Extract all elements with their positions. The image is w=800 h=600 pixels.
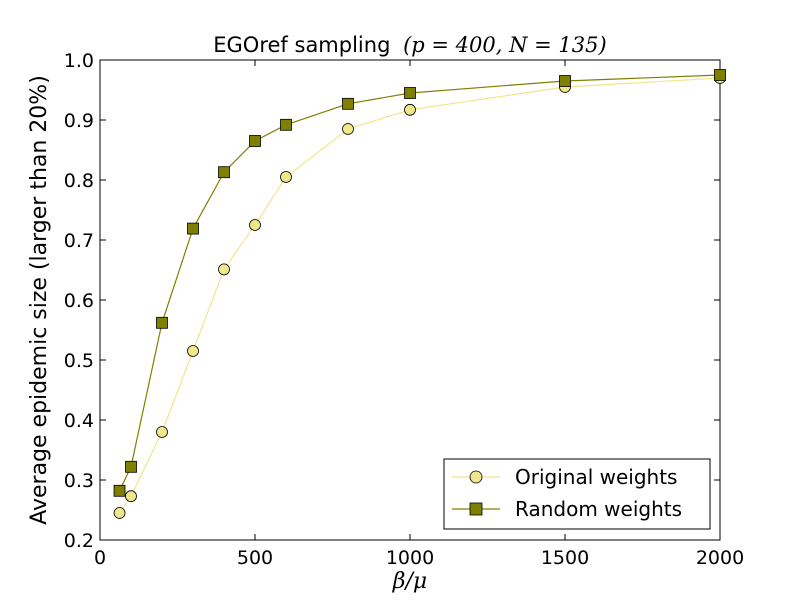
y-tick-label: 0.6: [64, 290, 94, 312]
random-weights-point: [187, 222, 199, 235]
y-tick-label: 0.7: [64, 230, 94, 252]
y-tick-label: 0.9: [64, 110, 94, 132]
original-weights-point: [404, 103, 416, 116]
y-axis-label: Average epidemic size (larger than 20%): [27, 75, 52, 525]
original-weights-point: [125, 490, 137, 503]
x-tick-label: 1000: [386, 547, 434, 569]
original-weights-point: [113, 507, 126, 519]
random-weights-point: [113, 484, 126, 497]
x-tick-label: 1500: [541, 547, 589, 569]
random-weights-point: [342, 97, 354, 110]
y-tick-label: 0.2: [64, 530, 94, 552]
y-tick-label: 0.8: [64, 170, 94, 192]
original-weights-point: [187, 345, 199, 357]
y-tick-label: 1.0: [64, 50, 94, 72]
chart-title-text: EGOref sampling: [213, 33, 390, 57]
legend: Original weights Random weights: [443, 458, 711, 530]
random-weights-point: [125, 460, 137, 473]
original-weights-point: [342, 123, 354, 135]
random-weights-point: [559, 75, 571, 87]
original-weights-point: [218, 263, 230, 276]
legend-random-weights-marker: [469, 502, 483, 516]
legend-original-weights-marker: [469, 470, 483, 484]
random-weights-point: [249, 135, 261, 147]
original-weights-point: [156, 426, 168, 438]
x-tick-label: 2000: [696, 547, 744, 569]
legend-original-weights-label: Original weights: [515, 465, 677, 489]
x-tick-label: 500: [237, 547, 273, 569]
original-weights-point: [280, 171, 292, 183]
original-weights-point: [249, 219, 261, 231]
plot-area: 0 500 1000 1500 2000 0.2 0.3 0.4 0.5 0.6 0.7 0.8 0.9…: [64, 50, 744, 569]
y-tick-label: 0.3: [64, 470, 94, 492]
x-axis-label: β/μ: [392, 569, 427, 594]
legend-random-weights-label: Random weights: [515, 497, 682, 521]
y-tick-label: 0.5: [64, 350, 94, 372]
chart-title-math: (p = 400, N = 135): [403, 33, 607, 57]
random-weights-point: [156, 316, 168, 329]
random-weights-point: [404, 87, 416, 99]
x-tick-label: 0: [94, 547, 106, 569]
random-weights-point: [218, 166, 230, 179]
random-weights-point: [280, 118, 292, 131]
random-weights-point: [714, 69, 726, 81]
y-tick-label: 0.4: [64, 410, 94, 432]
chart-title: EGOref sampling (p = 400, N = 135): [213, 33, 606, 57]
legend-box: [443, 458, 711, 530]
